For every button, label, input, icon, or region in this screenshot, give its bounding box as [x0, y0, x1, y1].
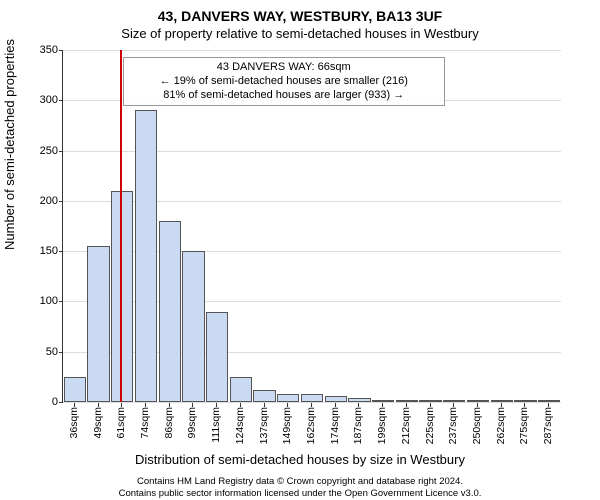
annotation-line3: 81% of semi-detached houses are larger (… — [130, 89, 438, 103]
y-tick-label: 0 — [28, 396, 58, 408]
x-tick-label: 237sqm — [447, 407, 459, 444]
y-tick-label: 50 — [28, 346, 58, 358]
y-tick-label: 150 — [28, 245, 58, 257]
histogram-bar — [325, 396, 347, 402]
y-axis-ticks: 050100150200250300350 — [26, 50, 62, 402]
attribution-text: Contains HM Land Registry data © Crown c… — [0, 466, 600, 500]
x-tick-label: 199sqm — [376, 407, 388, 444]
attribution-line1: Contains HM Land Registry data © Crown c… — [137, 476, 463, 487]
y-tick-label: 200 — [28, 195, 58, 207]
x-tick-label: 287sqm — [542, 407, 554, 444]
y-axis-label: Number of semi-detached properties — [2, 39, 17, 250]
x-axis-label: Distribution of semi-detached houses by … — [0, 446, 600, 467]
histogram-bar — [491, 400, 513, 402]
annotation-line1: 43 DANVERS WAY: 66sqm — [130, 61, 438, 75]
attribution-line2: Contains public sector information licen… — [119, 488, 482, 499]
histogram-bar — [64, 377, 86, 402]
annotation-line2: ← 19% of semi-detached houses are smalle… — [130, 75, 438, 89]
x-tick-label: 162sqm — [305, 407, 317, 444]
x-axis-ticks: 36sqm 49sqm 61sqm 74sqm 86sqm 99sqm 111sqm 124s… — [62, 403, 560, 449]
x-tick-label: 250sqm — [471, 407, 483, 444]
x-tick-label: 86sqm — [163, 407, 175, 439]
y-tick-label: 100 — [28, 295, 58, 307]
x-tick-label: 187sqm — [352, 407, 364, 444]
y-tick-label: 300 — [28, 94, 58, 106]
histogram-bar — [277, 394, 299, 402]
y-tick-mark — [59, 50, 63, 51]
chart-container: 43, DANVERS WAY, WESTBURY, BA13 3UF Size… — [0, 0, 600, 500]
x-tick-label: 36sqm — [68, 407, 80, 439]
plot: 43 DANVERS WAY: 66sqm← 19% of semi-detac… — [62, 50, 561, 403]
y-tick-label: 250 — [28, 145, 58, 157]
histogram-bar — [419, 400, 441, 402]
x-tick-label: 275sqm — [518, 407, 530, 444]
y-tick-mark — [59, 251, 63, 252]
y-tick-label: 350 — [28, 44, 58, 56]
x-tick-label: 149sqm — [281, 407, 293, 444]
histogram-bar — [538, 400, 560, 402]
y-tick-mark — [59, 100, 63, 101]
histogram-bar — [443, 400, 465, 402]
x-tick-label: 124sqm — [234, 407, 246, 444]
x-tick-label: 137sqm — [258, 407, 270, 444]
x-tick-label: 262sqm — [495, 407, 507, 444]
histogram-bar — [396, 400, 418, 402]
histogram-bar — [348, 398, 370, 402]
y-tick-mark — [59, 201, 63, 202]
histogram-bar — [514, 400, 536, 402]
histogram-bar — [159, 221, 181, 402]
chart-title: 43, DANVERS WAY, WESTBURY, BA13 3UF — [0, 0, 600, 24]
annotation-box: 43 DANVERS WAY: 66sqm← 19% of semi-detac… — [123, 57, 445, 106]
y-tick-mark — [59, 151, 63, 152]
histogram-bar — [301, 394, 323, 402]
plot-area: 43 DANVERS WAY: 66sqm← 19% of semi-detac… — [62, 50, 560, 402]
histogram-bar — [230, 377, 252, 402]
y-tick-mark — [59, 301, 63, 302]
histogram-bar — [87, 246, 109, 402]
chart-subtitle: Size of property relative to semi-detach… — [0, 24, 600, 41]
histogram-bar — [372, 400, 394, 402]
x-tick-label: 212sqm — [400, 407, 412, 444]
histogram-bar — [182, 251, 204, 402]
x-tick-label: 225sqm — [424, 407, 436, 444]
x-tick-label: 111sqm — [210, 407, 222, 443]
x-tick-label: 99sqm — [186, 407, 198, 439]
histogram-bar — [253, 390, 275, 402]
gridline — [63, 50, 561, 51]
histogram-bar — [135, 110, 157, 402]
x-tick-label: 74sqm — [139, 407, 151, 439]
histogram-bar — [467, 400, 489, 402]
x-tick-label: 61sqm — [115, 407, 127, 439]
histogram-bar — [206, 312, 228, 403]
y-tick-mark — [59, 352, 63, 353]
x-tick-label: 49sqm — [92, 407, 104, 439]
x-tick-label: 174sqm — [329, 407, 341, 444]
